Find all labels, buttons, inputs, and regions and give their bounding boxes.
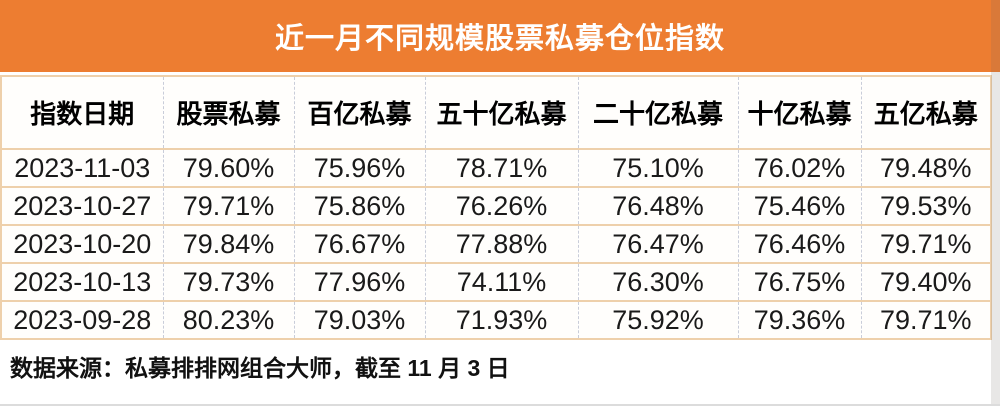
page-title: 近一月不同规模股票私募仓位指数 [274,23,725,55]
table-row: 2023-10-27 79.71% 75.86% 76.26% 76.48% 75.46%… [0,186,992,226]
value-cell: 75.86% [293,186,426,226]
value-cell: 79.71% [860,224,992,264]
column-header: 股票私募 [162,75,295,150]
table-row: 2023-10-20 79.84% 76.67% 77.88% 76.47% 76.46%… [0,224,992,264]
source-note: 数据来源：私募排排网组合大师，截至 11 月 3 日 [0,340,1000,392]
column-header: 指数日期 [0,75,164,150]
bottom-edge-line [0,404,1000,406]
value-cell: 76.75% [737,262,862,302]
value-cell: 75.92% [577,300,739,340]
value-cell: 77.88% [424,224,579,264]
value-cell: 76.67% [293,224,426,264]
column-header: 五亿私募 [860,75,992,150]
value-cell: 80.23% [162,300,295,340]
column-header: 二十亿私募 [577,75,739,150]
value-cell: 77.96% [293,262,426,302]
value-cell: 75.46% [737,186,862,226]
value-cell: 71.93% [424,300,579,340]
right-edge-strip [991,0,1000,406]
table-row: 2023-09-28 80.23% 79.03% 71.93% 75.92% 79.36%… [0,300,992,340]
date-cell: 2023-10-27 [0,186,164,226]
value-cell: 79.53% [860,186,992,226]
position-index-table: 指数日期 股票私募 百亿私募 五十亿私募 二十亿私募 十亿私募 五亿私募 2023-11-0… [0,75,992,340]
value-cell: 79.40% [860,262,992,302]
value-cell: 79.73% [162,262,295,302]
value-cell: 74.11% [424,262,579,302]
title-bar: 近一月不同规模股票私募仓位指数 [0,0,1000,72]
value-cell: 79.60% [162,148,295,188]
table-header-row: 指数日期 股票私募 百亿私募 五十亿私募 二十亿私募 十亿私募 五亿私募 [0,75,992,150]
value-cell: 76.02% [737,148,862,188]
column-header: 五十亿私募 [424,75,579,150]
value-cell: 79.03% [293,300,426,340]
column-header: 十亿私募 [737,75,862,150]
value-cell: 75.96% [293,148,426,188]
value-cell: 76.46% [737,224,862,264]
column-header: 百亿私募 [293,75,426,150]
value-cell: 76.47% [577,224,739,264]
value-cell: 76.48% [577,186,739,226]
value-cell: 78.71% [424,148,579,188]
date-cell: 2023-10-13 [0,262,164,302]
date-cell: 2023-10-20 [0,224,164,264]
source-note-text: 数据来源：私募排排网组合大师，截至 11 月 3 日 [10,355,510,381]
value-cell: 79.36% [737,300,862,340]
date-cell: 2023-11-03 [0,148,164,188]
table-row: 2023-11-03 79.60% 75.96% 78.71% 75.10% 76.02%… [0,148,992,188]
value-cell: 75.10% [577,148,739,188]
value-cell: 79.84% [162,224,295,264]
table-row: 2023-10-13 79.73% 77.96% 74.11% 76.30% 76.75%… [0,262,992,302]
value-cell: 79.71% [162,186,295,226]
value-cell: 79.48% [860,148,992,188]
value-cell: 76.30% [577,262,739,302]
date-cell: 2023-09-28 [0,300,164,340]
value-cell: 79.71% [860,300,992,340]
value-cell: 76.26% [424,186,579,226]
